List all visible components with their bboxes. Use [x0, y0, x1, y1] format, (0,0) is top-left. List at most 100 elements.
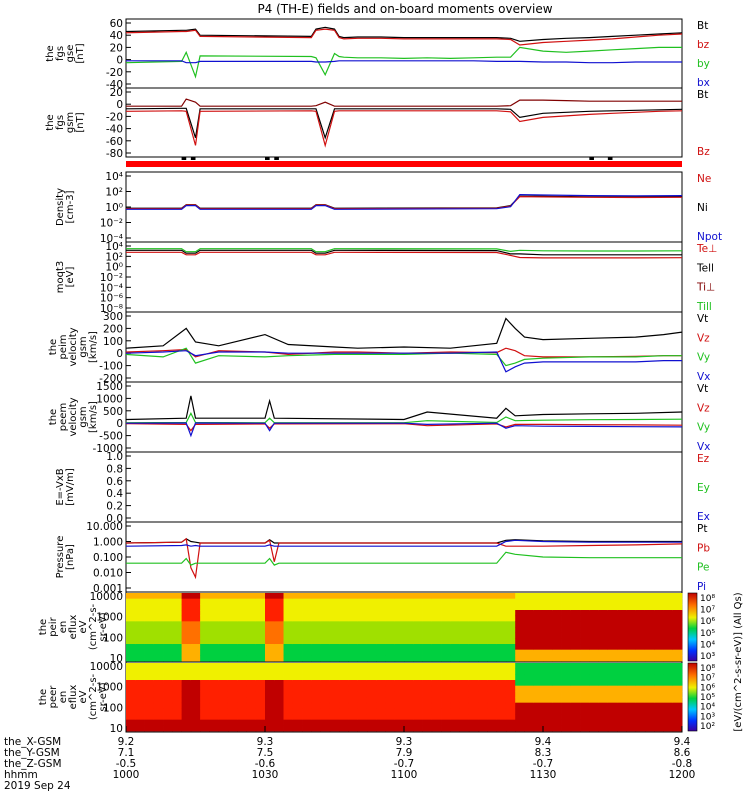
spectrogram-cell — [505, 638, 516, 645]
spectrogram-cell — [394, 702, 405, 709]
y-tick-label: -60 — [106, 136, 123, 148]
spectrogram-cell — [190, 655, 201, 662]
spectrogram-cell — [163, 691, 173, 698]
spectrogram-cell — [348, 691, 359, 698]
spectrogram-cell — [626, 663, 637, 670]
legend-item: Bt — [697, 89, 708, 101]
spectrogram-cell — [505, 649, 516, 656]
spectrogram-cell — [348, 685, 359, 692]
y-tick-label: -40 — [106, 124, 123, 136]
spectrogram-cell — [126, 708, 136, 715]
spectrogram-cell — [135, 644, 145, 651]
spectrogram-cell — [394, 638, 405, 645]
spectrogram-cell — [431, 615, 442, 622]
y-axis-label: Pressure [nPa] — [55, 536, 76, 579]
spectrogram-cell — [543, 649, 553, 656]
spectrogram-cell — [227, 621, 238, 628]
spectrogram-cell — [413, 714, 423, 721]
spectrogram-cell — [394, 714, 405, 721]
spectrogram-cell — [292, 674, 303, 681]
spectrogram-cell — [376, 663, 386, 670]
y-tick-label: 10000 — [90, 591, 123, 603]
series-by-line — [126, 98, 682, 107]
spectrogram-cell — [292, 702, 303, 709]
spectrogram-cell — [376, 627, 386, 634]
spectrogram-cell — [218, 663, 229, 670]
spectrogram-cell — [385, 725, 396, 732]
spectrogram-cell — [570, 615, 581, 622]
spectrogram-cell — [431, 644, 442, 651]
spectrogram-cell — [515, 593, 525, 600]
spectrogram-cell — [163, 632, 173, 639]
legend-item: Npot — [697, 231, 722, 243]
y-axis-label-line: Pressure — [55, 536, 66, 579]
spectrogram-cell — [450, 638, 460, 645]
spectrogram-cell — [672, 604, 683, 611]
spectrogram-cell — [515, 674, 525, 681]
spectrogram-cell — [496, 610, 507, 617]
spectrogram-cell — [607, 655, 618, 662]
spectrogram-cell — [311, 702, 321, 709]
spectrogram-cell — [283, 674, 294, 681]
spectrogram-cell — [135, 593, 145, 600]
spectrogram-cell — [459, 719, 470, 726]
spectrogram-cell — [292, 621, 303, 628]
spectrogram-cell — [190, 598, 201, 605]
spectrogram-cell — [543, 615, 553, 622]
series-vx-line — [125, 422, 683, 438]
spectrogram-cell — [505, 725, 516, 732]
spectrogram-cell — [654, 610, 664, 617]
spectrogram-cell — [339, 598, 349, 605]
spectrogram-cell — [570, 697, 581, 704]
spectrogram-cell — [348, 638, 359, 645]
spectrogram-cell — [413, 644, 423, 651]
spectrogram-cell — [339, 674, 349, 681]
spectrogram-cell — [422, 638, 433, 645]
spectrogram-cell — [441, 691, 451, 698]
spectrogram-cell — [505, 680, 516, 687]
spectrogram-cell — [404, 668, 414, 675]
spectrogram-cell — [227, 680, 238, 687]
spectrogram-cell — [339, 593, 349, 600]
spectrogram-cell — [431, 649, 442, 656]
spectrogram-cell — [607, 644, 618, 651]
spectrogram-cell — [209, 702, 220, 709]
spectrogram-cell — [339, 627, 349, 634]
spectrogram-cell — [283, 598, 294, 605]
legend-item: Ex — [697, 511, 710, 523]
spectrogram-cell — [672, 668, 683, 675]
spectrogram-cell — [635, 674, 646, 681]
spectrogram-cell — [126, 663, 136, 670]
spectrogram-cell — [200, 708, 210, 715]
spectrogram-cell — [153, 615, 164, 622]
spectrogram-cell — [543, 691, 553, 698]
spectrogram-cell — [496, 649, 507, 656]
spectrogram-cell — [468, 598, 479, 605]
spectrogram-cell — [385, 708, 396, 715]
spectrogram-cell — [524, 604, 535, 611]
spectrogram-cell — [524, 649, 535, 656]
spectrogram-cell — [320, 697, 331, 704]
spectrogram-cell — [672, 593, 683, 600]
spectrogram-cell — [580, 627, 590, 634]
spectrogram-cell — [320, 725, 331, 732]
legend-item: Vz — [697, 402, 710, 414]
spectrogram-cell — [292, 655, 303, 662]
spectrogram-cell — [496, 632, 507, 639]
spectrogram-cell — [394, 691, 405, 698]
spectrogram-cell — [422, 714, 433, 721]
spectrogram-cell — [200, 668, 210, 675]
y-axis-label-line: the — [45, 114, 56, 130]
spectrogram-cell — [552, 632, 562, 639]
series-pi-line — [125, 539, 682, 547]
spectrogram-cell — [644, 697, 655, 704]
spectrogram-cell — [302, 649, 312, 656]
spectrogram-cell — [366, 604, 377, 611]
spectrogram-cell — [366, 644, 377, 651]
spectrogram-cell — [524, 632, 535, 639]
spectrogram-cell — [218, 604, 229, 611]
spectrogram-cell — [580, 714, 590, 721]
spectrogram-cell — [431, 714, 442, 721]
spectrogram-cell — [617, 593, 627, 600]
x-tick-label: 8.3 — [535, 747, 552, 759]
